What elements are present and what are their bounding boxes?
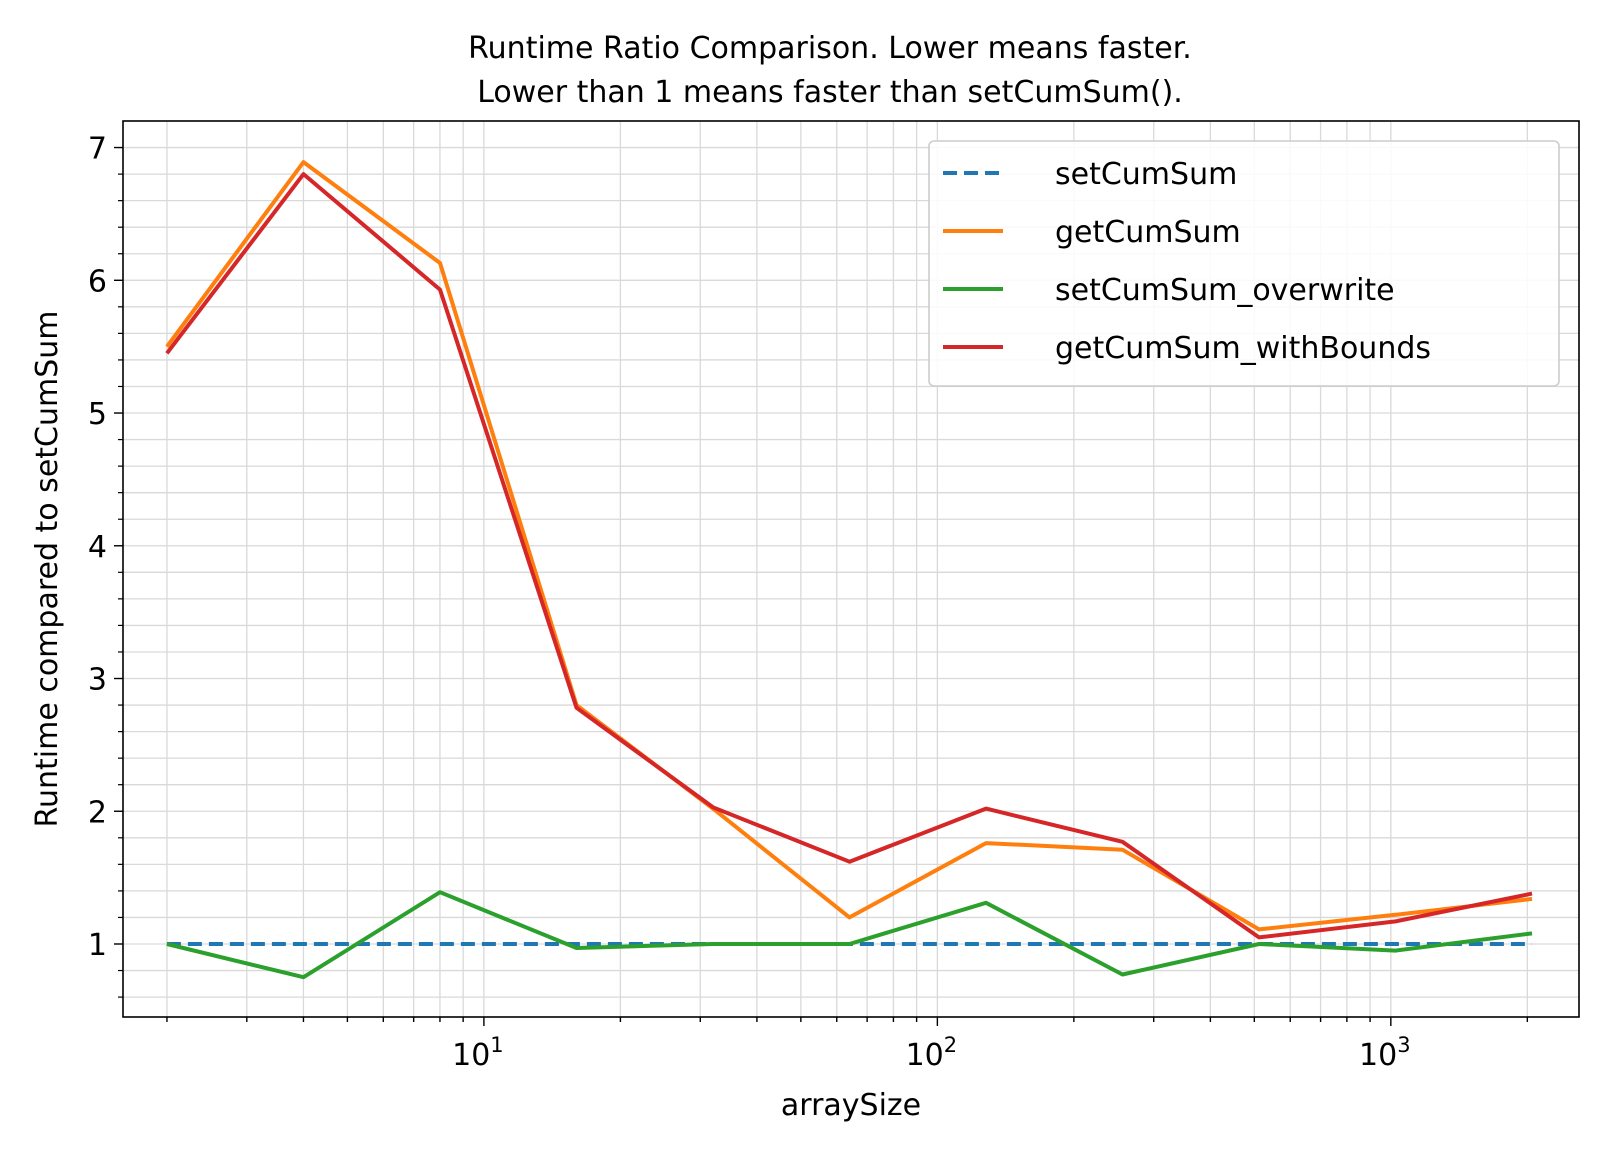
y-axis-ticks: 1 2 3 4 5 6 7 xyxy=(88,132,123,998)
series-lines xyxy=(165,160,1533,980)
legend-label-getCumSum: getCumSum xyxy=(1055,215,1241,250)
y-tick-label: 7 xyxy=(88,132,107,167)
grid xyxy=(123,121,1579,1017)
legend-label-getCumSum_withBounds: getCumSum_withBounds xyxy=(1055,331,1431,366)
x-tick-label: 103 xyxy=(1359,1033,1411,1073)
plot-frame xyxy=(122,120,1580,1018)
chart-title-line1: Runtime Ratio Comparison. Lower means fa… xyxy=(468,31,1192,66)
y-tick-label: 6 xyxy=(88,264,107,299)
x-axis-ticks: 101 102 103 xyxy=(166,1017,1529,1073)
y-tick-label: 1 xyxy=(88,928,107,963)
x-axis-label: arraySize xyxy=(781,1088,921,1123)
x-tick-label: 101 xyxy=(452,1033,504,1073)
legend-label-setCumSum: setCumSum xyxy=(1055,157,1237,192)
legend: setCumSum getCumSum setCumSum_overwriteget… xyxy=(928,140,1560,387)
y-axis-label: Runtime compared to setCumSum xyxy=(30,310,65,827)
y-tick-label: 5 xyxy=(88,397,107,432)
x-tick-label: 102 xyxy=(906,1033,958,1073)
y-tick-label: 3 xyxy=(88,663,107,698)
series-line-getCumSum_withBounds xyxy=(165,172,1533,940)
legend-label-setCumSum_overwrite: setCumSum_overwrite xyxy=(1055,273,1395,308)
y-tick-label: 4 xyxy=(88,530,107,565)
y-tick-label: 2 xyxy=(88,795,107,830)
chart-title-line2: Lower than 1 means faster than setCumSum… xyxy=(477,75,1183,110)
series-line-setCumSum_overwrite xyxy=(166,890,1533,980)
series-line-getCumSum xyxy=(165,160,1533,932)
legend-box xyxy=(928,140,1560,387)
